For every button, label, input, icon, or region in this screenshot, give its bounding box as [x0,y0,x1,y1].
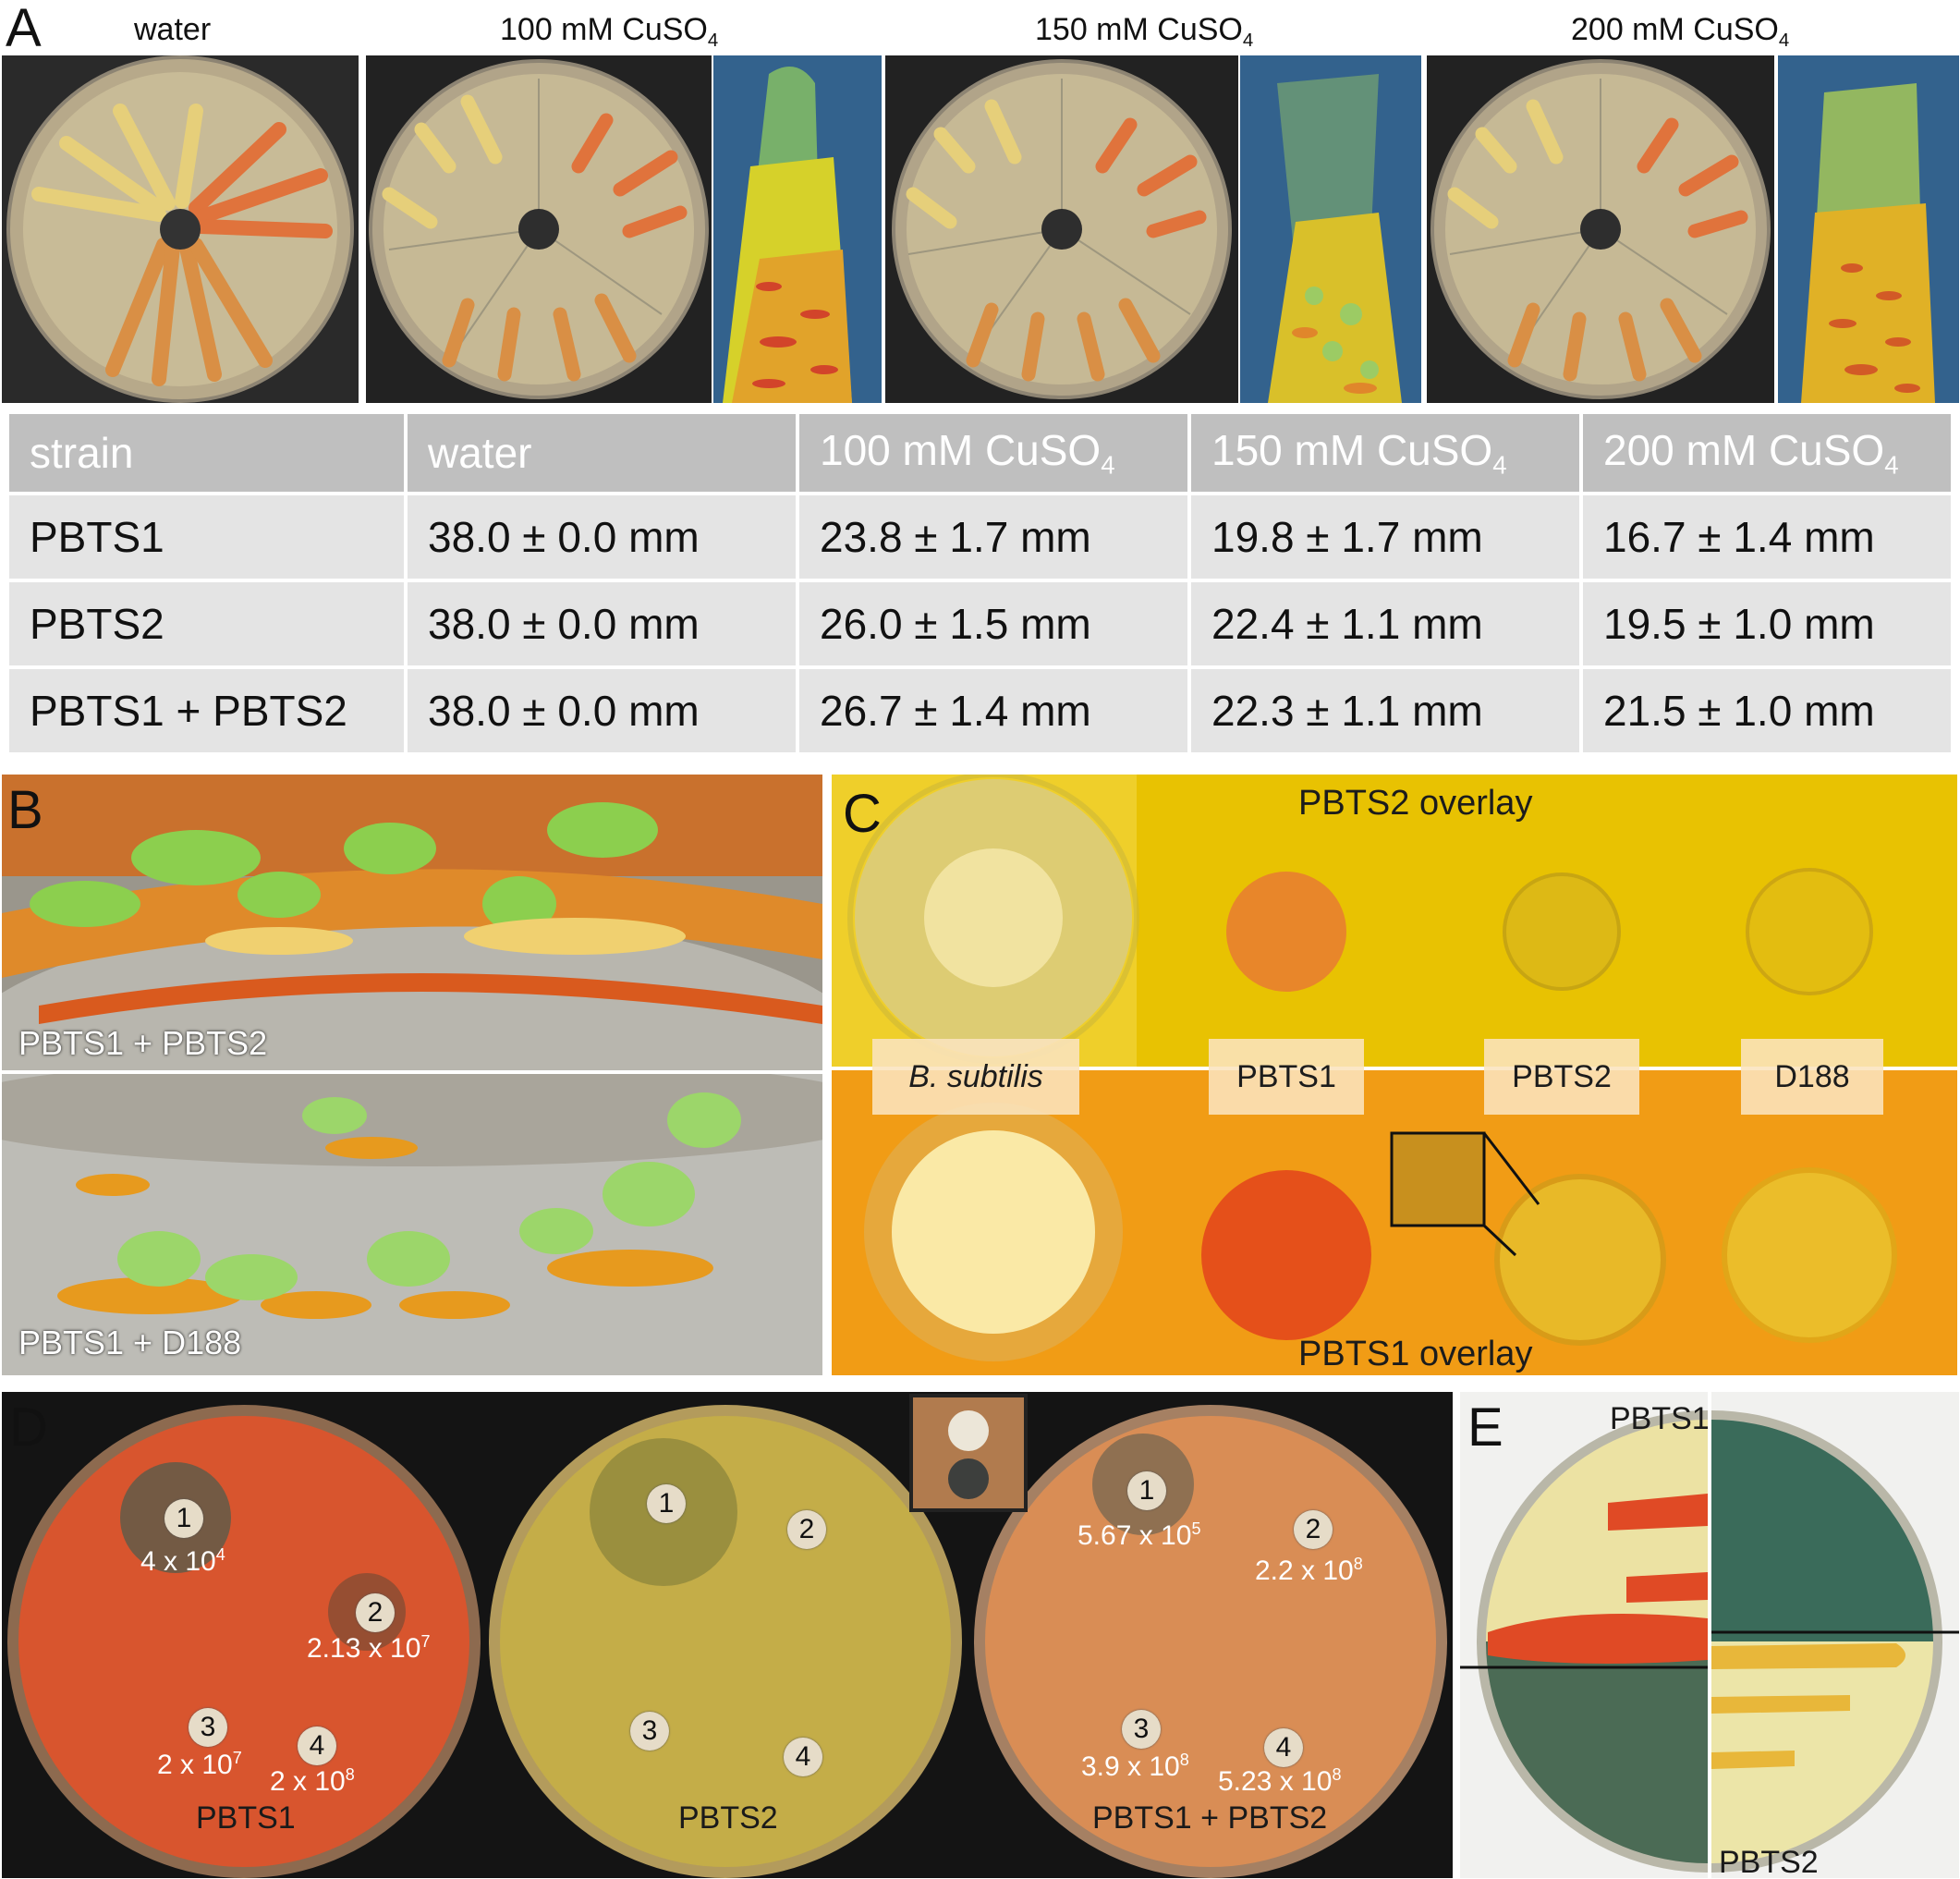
cfu-value: 2.13 x 107 [307,1632,431,1664]
disc-3: 3 [1122,1710,1161,1749]
table-cell: 23.8 ± 1.7 mm [799,495,1187,579]
table-header-cell: strain [9,414,404,492]
table-cell: 38.0 ± 0.0 mm [408,669,796,752]
label-150mm: 150 mM CuSO4 [1035,12,1254,52]
panel-c-bottom-photo: PBTS1 overlay [832,1070,1957,1375]
table-cell: 22.3 ± 1.1 mm [1191,669,1579,752]
strain-chip-bsubtilis: B. subtilis [872,1039,1079,1115]
strain-chip-d188: D188 [1741,1039,1883,1115]
plate-name: PBTS1 + PBTS2 [1092,1800,1328,1836]
panel-e-right-photo: PBTS2 [1711,1392,1959,1878]
table-cell: 16.7 ± 1.4 mm [1583,495,1951,579]
plate-100mm-photo [366,55,712,403]
table-header-cell: 200 mM CuSO4 [1583,414,1951,492]
colony-150mm-closeup [1240,55,1421,403]
table-cell: 26.0 ± 1.5 mm [799,582,1187,665]
panel-d-letter: D [9,1397,48,1458]
table-cell: 21.5 ± 1.0 mm [1583,669,1951,752]
strain-chip-pbts1: PBTS1 [1209,1039,1364,1115]
table-row: PBTS1 38.0 ± 0.0 mm 23.8 ± 1.7 mm 19.8 ±… [9,495,1951,579]
disc-4: 4 [784,1738,822,1776]
table-row: PBTS1 + PBTS2 38.0 ± 0.0 mm 26.7 ± 1.4 m… [9,669,1951,752]
disc-1: 1 [1127,1471,1166,1510]
panel-e-pbts2-label: PBTS2 [1719,1845,1819,1878]
cfu-value: 5.67 x 105 [1077,1519,1201,1551]
cfu-value: 2 x 107 [157,1749,242,1780]
colony-100mm-closeup [713,55,882,403]
strain-chip-pbts2: PBTS2 [1484,1039,1639,1115]
panel-c-letter: C [843,784,882,844]
panel-b-letter: B [7,780,43,840]
plate-water-photo [2,55,359,403]
colony-200mm-closeup [1778,55,1959,403]
cfu-value: 4 x 104 [140,1545,225,1577]
panel-a-letter: A [6,0,42,58]
table-cell: PBTS2 [9,582,404,665]
disc-3: 3 [189,1708,227,1747]
panel-b-bottom-photo: PBTS1 + D188 [2,1074,822,1375]
label-water: water [134,12,212,47]
table-cell: PBTS1 [9,495,404,579]
label-100mm: 100 mM CuSO4 [500,12,719,52]
table-header-row: strain water 100 mM CuSO4 150 mM CuSO4 2… [9,414,1951,492]
table-cell: 38.0 ± 0.0 mm [408,495,796,579]
table-cell: PBTS1 + PBTS2 [9,669,404,752]
disc-4: 4 [298,1726,336,1765]
panel-c-top-photo: PBTS2 overlay [832,775,1957,1067]
panel-c-bottom-overlay-label: PBTS1 overlay [1298,1335,1533,1373]
table-cell: 19.5 ± 1.0 mm [1583,582,1951,665]
panel-c-top-overlay-label: PBTS2 overlay [1298,784,1533,823]
plate-name: PBTS2 [678,1800,778,1836]
diameter-table: strain water 100 mM CuSO4 150 mM CuSO4 2… [6,410,1954,756]
plate-name: PBTS1 [196,1800,296,1836]
table-cell: 22.4 ± 1.1 mm [1191,582,1579,665]
table-cell: 38.0 ± 0.0 mm [408,582,796,665]
table-cell: 26.7 ± 1.4 mm [799,669,1187,752]
panel-b-top-caption: PBTS1 + PBTS2 [18,1024,268,1062]
panel-e-pbts1-label: PBTS1 [1610,1401,1708,1436]
plate-150mm-photo [885,55,1238,403]
table-header-cell: 100 mM CuSO4 [799,414,1187,492]
table-header-cell: 150 mM CuSO4 [1191,414,1579,492]
panel-e-letter: E [1467,1397,1503,1458]
table-row: PBTS2 38.0 ± 0.0 mm 26.0 ± 1.5 mm 22.4 ±… [9,582,1951,665]
panel-e-left-photo: PBTS1 [1460,1392,1708,1878]
cfu-value: 2.2 x 108 [1255,1555,1363,1586]
disc-4: 4 [1264,1728,1303,1767]
plate-200mm-photo [1427,55,1774,403]
label-200mm: 200 mM CuSO4 [1571,12,1790,52]
cfu-value: 5.23 x 108 [1218,1765,1342,1797]
cfu-value: 2 x 108 [270,1765,355,1797]
disc-2: 2 [1294,1510,1333,1549]
disc-3: 3 [630,1712,669,1751]
table-header-cell: water [408,414,796,492]
disc-2: 2 [356,1593,395,1632]
disc-1: 1 [647,1484,686,1523]
disc-1: 1 [164,1499,203,1538]
disc-2: 2 [787,1510,826,1549]
panel-b-top-photo: PBTS1 + PBTS2 [2,775,822,1070]
panel-b-bottom-caption: PBTS1 + D188 [18,1324,242,1361]
panel-d-photo: 1 2 3 4 4 x 104 2.13 x 107 2 x 107 2 x 1… [2,1392,1453,1878]
cfu-value: 3.9 x 108 [1081,1751,1189,1782]
table-cell: 19.8 ± 1.7 mm [1191,495,1579,579]
